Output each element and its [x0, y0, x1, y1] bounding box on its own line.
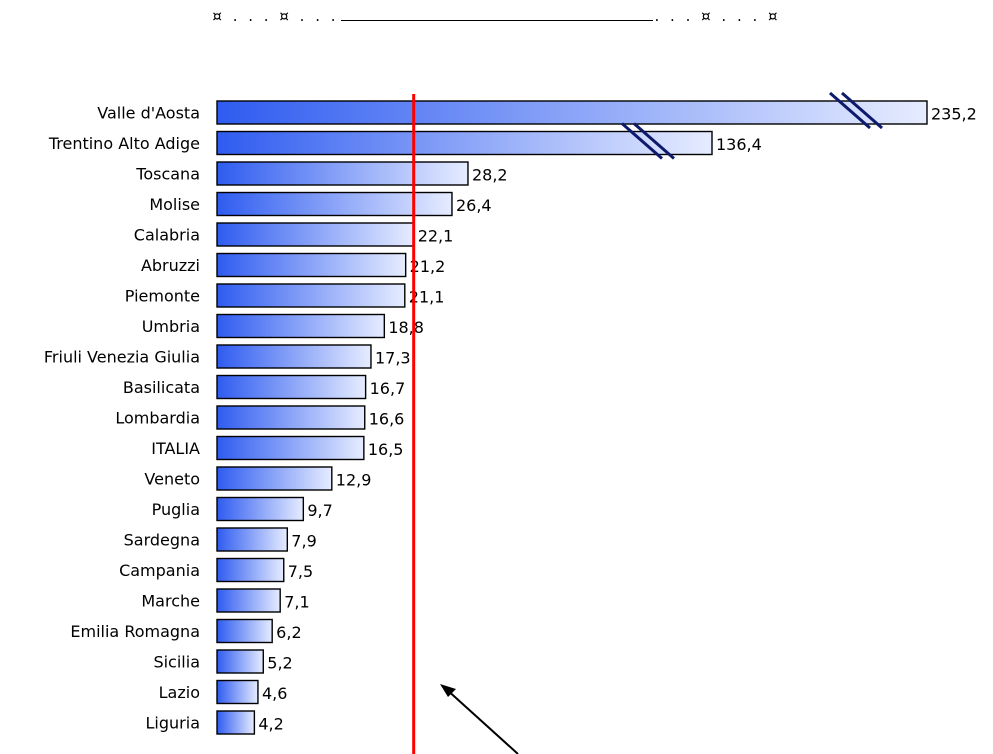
header-marker-line: ¤ . . . ¤ . . . . . . ¤ . . . ¤	[0, 6, 993, 25]
value-label-abruzzi: 21,2	[410, 257, 446, 276]
value-label-piemonte: 21,1	[409, 288, 445, 307]
bar-sicilia	[216, 649, 264, 674]
category-label-liguria: Liguria	[146, 714, 200, 733]
bar-friuli-venezia-giulia	[216, 344, 372, 369]
value-label-sardegna: 7,9	[291, 532, 316, 551]
bar-marche	[216, 588, 281, 613]
category-label-lazio: Lazio	[159, 683, 200, 702]
category-label-piemonte: Piemonte	[125, 287, 200, 306]
value-label-friuli-venezia-giulia: 17,3	[375, 349, 411, 368]
bar-italia	[216, 435, 365, 461]
value-label-italia: 16,5	[368, 440, 404, 459]
value-label-campania: 7,5	[288, 562, 313, 581]
category-label-toscana: Toscana	[135, 165, 200, 184]
category-label-sicilia: Sicilia	[153, 653, 200, 672]
category-label-emilia-romagna: Emilia Romagna	[70, 622, 200, 641]
bar-liguria	[216, 710, 256, 735]
bar-basilicata	[216, 374, 367, 400]
category-label-trentino-alto-adige: Trentino Alto Adige	[48, 134, 200, 153]
value-label-basilicata: 16,7	[370, 379, 406, 398]
axis-break-mark-valle-d-aosta	[829, 91, 883, 130]
category-label-umbria: Umbria	[142, 317, 200, 336]
bars-layer	[216, 100, 928, 735]
value-label-marche: 7,1	[284, 593, 309, 612]
category-label-friuli-venezia-giulia: Friuli Venezia Giulia	[44, 348, 200, 367]
category-label-molise: Molise	[149, 195, 200, 214]
bar-trentino-alto-adige	[216, 130, 713, 156]
axis-break-mark-trentino-alto-adige	[621, 122, 675, 160]
value-label-liguria: 4,2	[258, 715, 283, 734]
category-label-valle-d-aosta: Valle d'Aosta	[97, 104, 200, 123]
header-marker-right: . . . ¤ . . . ¤	[654, 7, 781, 25]
bar-sardegna	[216, 527, 289, 552]
category-label-italia: ITALIA	[151, 439, 200, 458]
value-label-trentino-alto-adige: 136,4	[716, 135, 762, 154]
bar-valle-d-aosta	[216, 100, 928, 125]
header-blank-line	[340, 6, 653, 21]
bar-campania	[216, 557, 285, 583]
value-label-molise: 26,4	[456, 196, 492, 215]
value-label-sicilia: 5,2	[267, 654, 292, 673]
bar-emilia-romagna	[216, 618, 273, 644]
header-marker-left: ¤ . . . ¤ . . .	[212, 7, 339, 25]
value-label-lombardia: 16,6	[369, 410, 405, 429]
bar-piemonte	[216, 283, 406, 308]
category-label-marche: Marche	[141, 592, 200, 611]
labels-layer: Valle d'Aosta 235,2 Trentino Alto Adige 136…	[44, 104, 977, 734]
value-label-lazio: 4,6	[262, 684, 287, 703]
annotation-arrow	[440, 684, 519, 754]
bar-toscana	[216, 161, 469, 186]
value-label-valle-d-aosta: 235,2	[931, 105, 977, 124]
category-label-calabria: Calabria	[134, 226, 200, 245]
category-label-abruzzi: Abruzzi	[141, 256, 200, 275]
category-label-basilicata: Basilicata	[123, 378, 200, 397]
value-label-puglia: 9,7	[307, 501, 332, 520]
category-label-lombardia: Lombardia	[115, 409, 200, 428]
bar-umbria	[216, 313, 386, 339]
bar-abruzzi	[216, 252, 407, 278]
value-label-calabria: 22,1	[418, 227, 454, 246]
value-label-veneto: 12,9	[336, 471, 372, 490]
bar-molise	[216, 191, 453, 217]
value-label-emilia-romagna: 6,2	[276, 623, 301, 642]
overlay-layer	[412, 91, 883, 754]
bar-veneto	[216, 466, 333, 491]
value-label-umbria: 18,8	[388, 318, 424, 337]
category-label-sardegna: Sardegna	[124, 531, 200, 550]
bar-calabria	[216, 222, 415, 247]
category-label-puglia: Puglia	[152, 500, 200, 519]
value-label-toscana: 28,2	[472, 166, 508, 185]
category-label-campania: Campania	[119, 561, 200, 580]
category-label-veneto: Veneto	[144, 470, 200, 489]
bar-lombardia	[216, 405, 366, 430]
bar-lazio	[216, 679, 259, 705]
bar-puglia	[216, 496, 305, 522]
